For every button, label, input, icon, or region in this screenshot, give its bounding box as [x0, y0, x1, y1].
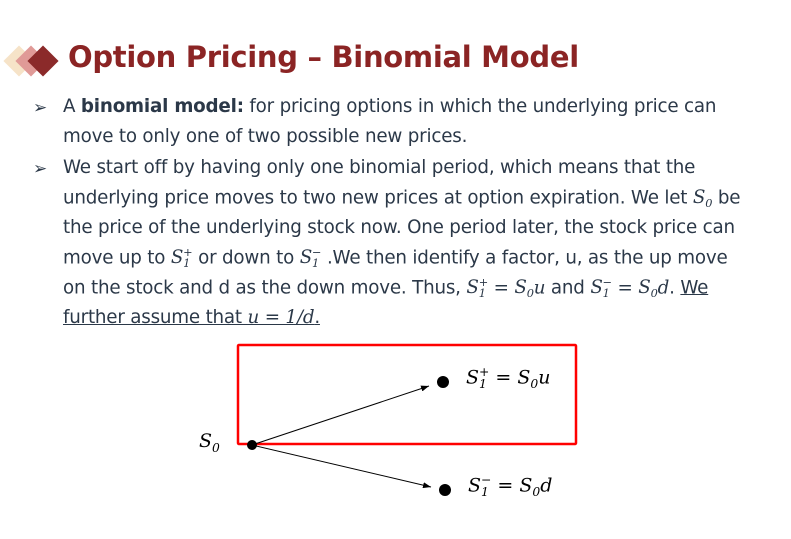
math-expression: S 0 — [638, 277, 658, 301]
underlined-text: further assume that — [63, 307, 248, 328]
arrowhead-bullet-icon: ➢ — [33, 98, 48, 118]
highlight-box — [236, 343, 578, 446]
text-segment: = — [611, 277, 639, 299]
arrowhead-bullet-icon: ➢ — [33, 159, 48, 179]
text-segment: underlying price moves to two new prices… — [63, 187, 693, 209]
text-segment: and — [545, 277, 591, 299]
text-segment: . — [669, 277, 681, 299]
bullet-text-line: move to only one of two possible new pri… — [63, 126, 467, 147]
up-node — [437, 376, 449, 388]
start-node — [247, 440, 257, 450]
math-expression: S +1 — [466, 275, 489, 301]
text-segment: .We then identify a factor, u, as the up… — [321, 247, 728, 269]
text-segment: = — [488, 277, 515, 299]
bullet-text-line: further assume that u = 1/d. — [63, 307, 320, 328]
text-segment: on the stock and d as the down move. Thu… — [63, 277, 467, 299]
up-label: S +1 = S0u — [466, 365, 551, 392]
math-expression: d — [657, 277, 670, 299]
down-label: S −1 = S0d — [468, 473, 553, 500]
math-expression: S −1 — [299, 245, 322, 271]
math-expression: u — [533, 277, 546, 299]
math-expression: S 0 — [692, 187, 713, 211]
bullet-text-line: move up to S +1 or down to S −1 .We then i… — [63, 245, 728, 271]
text-segment: A — [63, 96, 81, 117]
bullet-text-line: on the stock and d as the down move. Thu… — [63, 275, 709, 301]
bullet-text-line: A binomial model: for pricing options in… — [63, 96, 716, 117]
down-node — [439, 484, 451, 496]
bullet-text-line: the price of the underlying stock now. O… — [63, 217, 735, 238]
text-segment: move to only one of two possible new pri… — [63, 126, 468, 147]
math-expression: S −1 — [590, 275, 612, 301]
math-expression: u = 1/d — [247, 307, 315, 328]
text-segment: for pricing options in which the underly… — [243, 96, 717, 117]
text-segment: move up to — [63, 247, 171, 269]
slide-title: Option Pricing – Binomial Model — [68, 40, 579, 74]
math-expression: S +1 — [170, 245, 193, 271]
bullet-text-line: We start off by having only one binomial… — [63, 157, 695, 178]
underlined-text: . — [314, 307, 320, 328]
math-expression: S 0 — [514, 277, 534, 301]
text-segment: the price of the underlying stock now. O… — [63, 217, 735, 238]
text-segment: or down to — [192, 247, 300, 269]
text-segment: be — [712, 187, 741, 209]
text-segment: We start off by having only one binomial… — [63, 157, 696, 178]
start-label: S0 — [199, 430, 220, 455]
up-arrow — [251, 385, 430, 446]
down-arrow — [251, 444, 432, 489]
bold-term: binomial model: — [80, 96, 244, 117]
underlined-text: We — [680, 277, 709, 299]
bullet-text-line: underlying price moves to two new prices… — [63, 187, 741, 211]
